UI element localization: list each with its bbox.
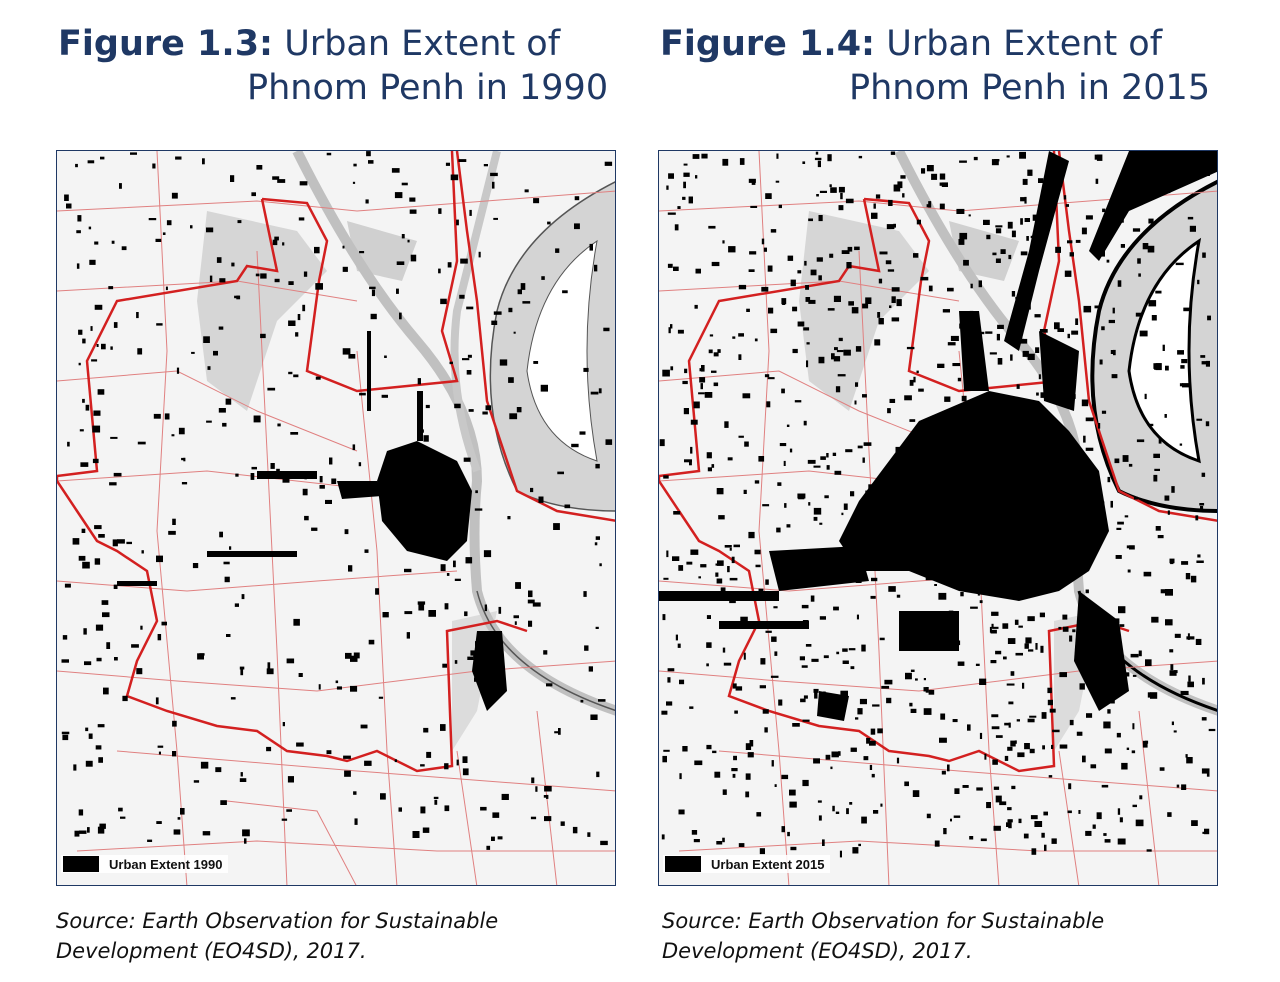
- source-line1: Source: Earth Observation for Sustainabl…: [662, 909, 1105, 933]
- figure-1-4-panel: Figure 1.4: Urban Extent of Phnom Penh i…: [658, 0, 1258, 982]
- figure-source: Source: Earth Observation for Sustainabl…: [662, 906, 1222, 966]
- figure-title-line2: Phnom Penh in 2015: [849, 68, 1211, 108]
- legend-swatch: [63, 856, 99, 872]
- figure-label: Figure 1.4:: [660, 24, 876, 64]
- figure-1-3-panel: Figure 1.3: Urban Extent of Phnom Penh i…: [56, 0, 656, 982]
- figure-title-line1: Urban Extent of: [284, 24, 561, 64]
- legend-swatch: [665, 856, 701, 872]
- source-line2: Development (EO4SD), 2017.: [56, 939, 367, 963]
- figure-title: Figure 1.3: Urban Extent of Phnom Penh i…: [58, 22, 608, 108]
- legend-label: Urban Extent 1990: [109, 856, 223, 872]
- source-line2: Development (EO4SD), 2017.: [662, 939, 973, 963]
- figure-title-line2: Phnom Penh in 1990: [247, 68, 609, 108]
- urban-extent-map-2015: Urban Extent 2015: [658, 150, 1218, 886]
- legend-label: Urban Extent 2015: [711, 856, 825, 872]
- figure-source: Source: Earth Observation for Sustainabl…: [56, 906, 616, 966]
- figure-label: Figure 1.3:: [58, 24, 274, 64]
- map-graphic: [659, 151, 1217, 885]
- map-graphic: [57, 151, 615, 885]
- figure-title-line1: Urban Extent of: [886, 24, 1163, 64]
- map-legend: Urban Extent 2015: [663, 855, 831, 873]
- figure-title: Figure 1.4: Urban Extent of Phnom Penh i…: [660, 22, 1210, 108]
- source-line1: Source: Earth Observation for Sustainabl…: [56, 909, 499, 933]
- urban-extent-map-1990: Urban Extent 1990: [56, 150, 616, 886]
- map-legend: Urban Extent 1990: [61, 855, 229, 873]
